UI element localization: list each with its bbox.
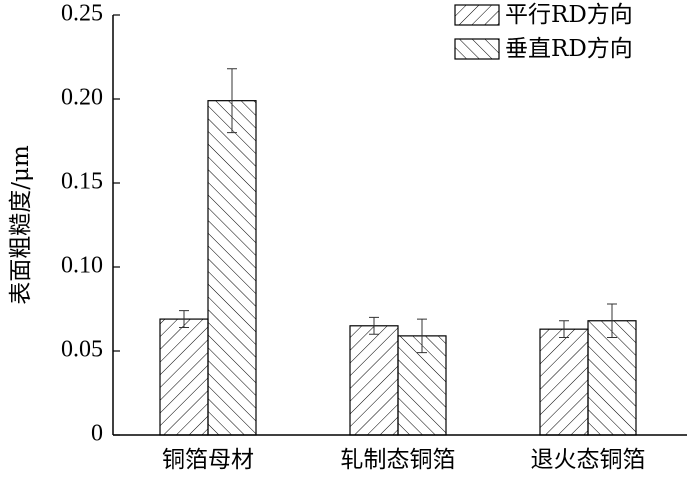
y-tick-label: 0.15 (61, 169, 103, 195)
bar (539, 328, 589, 436)
legend-swatch (454, 38, 500, 60)
x-tick-label: 退火态铜箔 (531, 447, 646, 473)
x-tick-label: 铜箔母材 (162, 447, 254, 473)
error-bar (179, 310, 189, 328)
x-tick-label: 轧制态铜箔 (341, 447, 456, 473)
error-bar (607, 303, 617, 339)
y-tick-label: 0.25 (61, 1, 103, 27)
legend-swatch (454, 4, 500, 26)
error-bar (559, 320, 569, 339)
error-bar (417, 318, 427, 354)
bar (159, 318, 209, 436)
bar (207, 100, 257, 436)
y-tick-label: 0.05 (61, 337, 103, 363)
bar (349, 325, 399, 436)
error-bar (227, 68, 237, 134)
y-tick-label: 0.20 (61, 85, 103, 111)
y-tick-label: 0.10 (61, 253, 103, 279)
y-tick-label: 0 (91, 421, 103, 447)
legend-label: 平行RD方向 (505, 2, 633, 28)
error-bar (369, 316, 379, 335)
bar (587, 320, 637, 436)
y-axis-label: 表面粗糙度/μm (8, 145, 34, 305)
legend-label: 垂直RD方向 (505, 36, 633, 62)
